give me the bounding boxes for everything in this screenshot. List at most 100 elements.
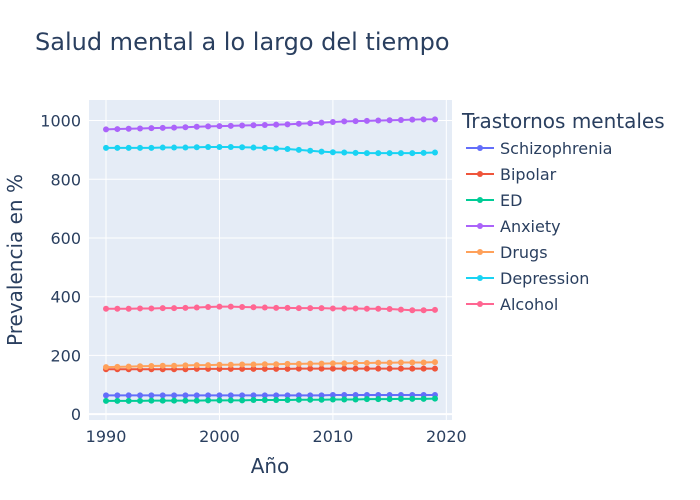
data-point-bipolar <box>386 365 393 372</box>
data-point-schizophrenia <box>125 392 132 399</box>
series-depression <box>103 143 438 157</box>
data-point-alcohol <box>295 305 302 312</box>
legend-marker <box>477 197 483 203</box>
data-point-ed <box>182 397 189 404</box>
data-point-depression <box>431 149 438 156</box>
data-point-schizophrenia <box>295 392 302 399</box>
data-point-drugs <box>159 362 166 369</box>
data-point-anxiety <box>420 116 427 123</box>
data-point-depression <box>227 143 234 150</box>
legend-marker <box>477 223 483 229</box>
legend-marker <box>477 249 483 255</box>
legend-item-anxiety[interactable]: Anxiety <box>466 217 561 236</box>
data-point-depression <box>363 150 370 157</box>
x-tick-label: 2010 <box>313 427 354 446</box>
data-point-alcohol <box>261 304 268 311</box>
data-point-alcohol <box>284 304 291 311</box>
legend-item-alcohol[interactable]: Alcohol <box>466 295 558 314</box>
data-point-bipolar <box>318 365 325 372</box>
data-point-schizophrenia <box>341 392 348 399</box>
data-point-ed <box>431 395 438 402</box>
data-point-bipolar <box>216 365 223 372</box>
legend-marker <box>477 145 483 151</box>
data-point-anxiety <box>216 123 223 130</box>
data-point-drugs <box>284 360 291 367</box>
data-point-bipolar <box>397 365 404 372</box>
data-point-drugs <box>375 359 382 366</box>
legend-item-bipolar[interactable]: Bipolar <box>466 165 557 184</box>
legend-label-ed: ED <box>500 191 522 210</box>
data-point-ed <box>397 395 404 402</box>
data-point-ed <box>375 396 382 403</box>
data-point-bipolar <box>420 365 427 372</box>
data-point-schizophrenia <box>148 392 155 399</box>
legend-item-schizophrenia[interactable]: Schizophrenia <box>466 139 612 158</box>
series-line-bipolar <box>106 367 435 371</box>
data-point-bipolar <box>409 365 416 372</box>
data-point-bipolar <box>431 365 438 372</box>
data-point-depression <box>295 146 302 153</box>
y-tick-label: 200 <box>50 346 81 365</box>
data-point-drugs <box>148 362 155 369</box>
data-point-alcohol <box>409 307 416 314</box>
legend-item-drugs[interactable]: Drugs <box>466 243 548 262</box>
data-point-bipolar <box>341 365 348 372</box>
data-point-drugs <box>250 361 257 368</box>
data-point-depression <box>125 144 132 151</box>
y-tick-label: 600 <box>50 229 81 248</box>
y-tick-label: 0 <box>71 405 81 424</box>
data-point-ed <box>261 397 268 404</box>
data-point-anxiety <box>409 116 416 123</box>
y-axis: 0 200 400 600 800 1000 <box>40 112 81 425</box>
legend-item-depression[interactable]: Depression <box>466 269 589 288</box>
data-point-alcohol <box>273 304 280 311</box>
data-point-drugs <box>341 360 348 367</box>
legend[interactable]: Schizophrenia Bipolar ED Anxiety Drugs Depres… <box>466 139 612 314</box>
data-point-drugs <box>352 360 359 367</box>
data-point-anxiety <box>318 119 325 126</box>
data-point-anxiety <box>227 122 234 129</box>
data-point-alcohol <box>341 305 348 312</box>
data-point-depression <box>103 144 110 151</box>
data-point-ed <box>420 395 427 402</box>
data-point-ed <box>103 397 110 404</box>
data-point-bipolar <box>363 365 370 372</box>
data-point-anxiety <box>329 119 336 126</box>
data-point-alcohol <box>148 305 155 312</box>
data-point-alcohol <box>239 303 246 310</box>
data-point-alcohol <box>159 305 166 312</box>
data-point-depression <box>182 144 189 151</box>
data-point-depression <box>420 149 427 156</box>
data-point-drugs <box>273 361 280 368</box>
series-alcohol <box>103 303 438 314</box>
data-point-depression <box>307 147 314 154</box>
data-point-schizophrenia <box>239 392 246 399</box>
data-point-ed <box>205 397 212 404</box>
data-point-bipolar <box>227 365 234 372</box>
data-point-alcohol <box>386 306 393 313</box>
data-point-depression <box>329 149 336 156</box>
data-point-bipolar <box>273 365 280 372</box>
data-point-ed <box>341 396 348 403</box>
data-point-schizophrenia <box>193 392 200 399</box>
data-point-alcohol <box>182 304 189 311</box>
data-point-drugs <box>205 362 212 369</box>
data-point-ed <box>273 397 280 404</box>
data-point-anxiety <box>103 126 110 133</box>
series-layer <box>103 116 438 404</box>
data-point-depression <box>205 143 212 150</box>
data-point-ed <box>193 397 200 404</box>
data-point-depression <box>239 144 246 151</box>
data-point-bipolar <box>239 365 246 372</box>
x-tick-label: 1990 <box>86 427 127 446</box>
data-point-schizophrenia <box>114 392 121 399</box>
data-point-ed <box>284 397 291 404</box>
data-point-bipolar <box>284 365 291 372</box>
data-point-alcohol <box>216 303 223 310</box>
data-point-schizophrenia <box>318 392 325 399</box>
data-point-schizophrenia <box>159 392 166 399</box>
legend-marker <box>477 301 483 307</box>
legend-item-ed[interactable]: ED <box>466 191 522 210</box>
data-point-ed <box>409 395 416 402</box>
